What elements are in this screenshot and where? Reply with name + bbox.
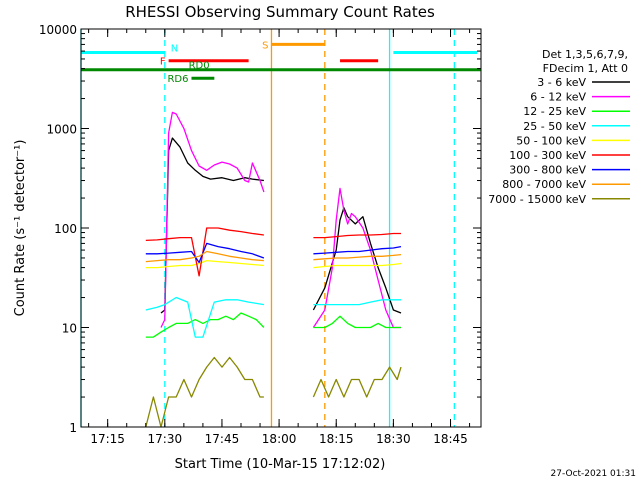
x-tick-label-4: 18:15 bbox=[319, 432, 354, 446]
legend-label-8: 7000 - 15000 keV bbox=[488, 193, 586, 206]
series-line-6-0 bbox=[145, 242, 265, 264]
series-line-1-0 bbox=[160, 111, 265, 328]
x-tick-label-2: 17:45 bbox=[205, 432, 240, 446]
x-tick-label-0: 17:15 bbox=[90, 432, 125, 446]
series-line-4-0 bbox=[145, 259, 264, 269]
series-line-2-0 bbox=[145, 312, 265, 338]
flag-label-n: N bbox=[171, 44, 178, 55]
legend-label-7: 800 - 7000 keV bbox=[502, 178, 586, 191]
series-line-0-1 bbox=[312, 207, 402, 314]
x-tick-label-6: 18:45 bbox=[433, 432, 468, 446]
x-tick-label-3: 18:00 bbox=[262, 432, 297, 446]
flag-label-rd0: RD0 bbox=[189, 61, 210, 72]
chart-title: RHESSI Observing Summary Count Rates bbox=[125, 3, 435, 21]
y-axis-label: Count Rate (s⁻¹ detector⁻¹) bbox=[13, 140, 28, 317]
legend-label-0: 3 - 6 keV bbox=[537, 76, 586, 89]
series-line-6-1 bbox=[313, 245, 402, 255]
y-tick-label-2: 100 bbox=[54, 222, 77, 236]
series-line-3-0 bbox=[145, 296, 265, 338]
legend-header-1: FDecim 1, Att 0 bbox=[543, 62, 628, 75]
series-line-7-0 bbox=[145, 250, 264, 263]
series-line-5-1 bbox=[313, 232, 401, 239]
series-line-3-1 bbox=[313, 299, 401, 306]
legend: Det 1,3,5,6,7,9,FDecim 1, Att 03 - 6 keV… bbox=[488, 48, 630, 206]
series-group bbox=[145, 111, 402, 428]
y-tick-label-0: 1 bbox=[69, 421, 77, 435]
x-axis-label: Start Time (10-Mar-15 17:12:02) bbox=[175, 457, 386, 472]
y-tick-label-1: 10 bbox=[62, 322, 77, 336]
y-tick-label-4: 10000 bbox=[39, 23, 77, 37]
legend-label-2: 12 - 25 keV bbox=[523, 105, 586, 118]
x-axis-ticks: 17:15 17:30 17:45 18:00 18:15 18:30 18:45 bbox=[88, 29, 471, 446]
x-tick-label-5: 18:30 bbox=[376, 432, 411, 446]
legend-label-1: 6 - 12 keV bbox=[530, 91, 586, 104]
flag-label-s: S bbox=[262, 40, 268, 51]
flag-label-rd6: RD6 bbox=[167, 74, 188, 85]
series-line-7-1 bbox=[313, 253, 402, 261]
series-line-8-0 bbox=[145, 356, 264, 428]
y-tick-label-3: 1000 bbox=[46, 123, 77, 137]
x-tick-label-1: 17:30 bbox=[148, 432, 183, 446]
y-axis-ticks: 1 10 100 1000 10000 bbox=[39, 23, 481, 435]
legend-header-0: Det 1,3,5,6,7,9, bbox=[542, 48, 628, 61]
legend-label-4: 50 - 100 keV bbox=[516, 134, 586, 147]
legend-label-6: 300 - 800 keV bbox=[509, 164, 586, 177]
legend-label-3: 25 - 50 keV bbox=[523, 120, 586, 133]
flag-label-f: F bbox=[160, 57, 166, 68]
series-line-8-1 bbox=[312, 366, 402, 398]
series-line-4-1 bbox=[313, 262, 402, 269]
series-line-2-1 bbox=[313, 315, 401, 329]
legend-label-5: 100 - 300 keV bbox=[509, 149, 586, 162]
footer-timestamp: 27-Oct-2021 01:31 bbox=[551, 469, 636, 479]
